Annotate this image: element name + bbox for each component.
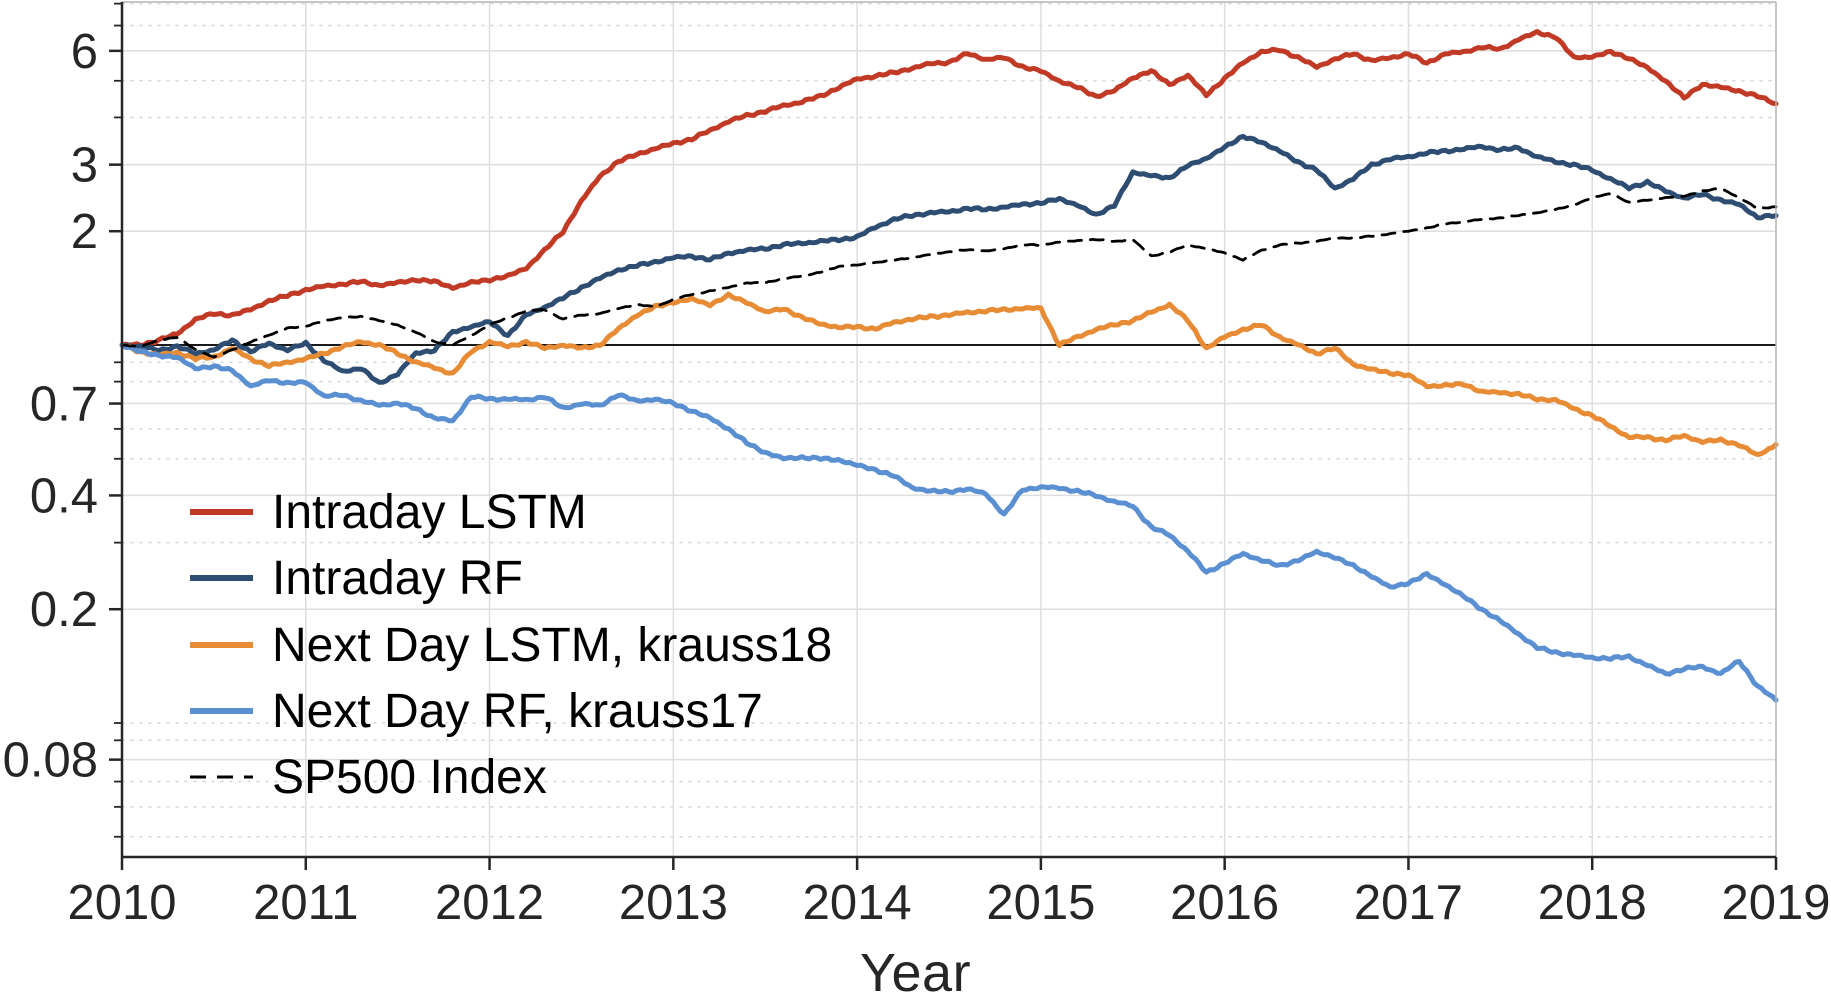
x-tick-label: 2016 xyxy=(1170,876,1279,930)
y-tick-label: 2 xyxy=(71,205,98,259)
x-tick-label: 2015 xyxy=(986,876,1095,930)
x-tick-label: 2014 xyxy=(803,876,912,930)
series-line-next-day-rf-krauss17 xyxy=(119,342,1779,703)
x-tick-label: 2010 xyxy=(67,876,176,930)
series-line-next-day-lstm-krauss18 xyxy=(119,291,1779,458)
y-tick-label: 0.2 xyxy=(30,583,98,637)
legend-label-1: Intraday LSTM xyxy=(272,486,587,539)
series-line-sp500-index xyxy=(120,187,1778,359)
legend-label-3: Next Day LSTM, krauss18 xyxy=(272,619,832,672)
x-tick-label: 2011 xyxy=(253,876,358,930)
x-tick-label: 2019 xyxy=(1721,876,1830,930)
series-line-intraday-rf xyxy=(119,133,1779,385)
x-tick-label: 2018 xyxy=(1538,876,1647,930)
y-tick-label: 0.4 xyxy=(30,469,98,523)
x-tick-label: 2012 xyxy=(435,876,544,930)
y-tick-label: 6 xyxy=(71,25,98,79)
series-line-intraday-lstm xyxy=(119,29,1779,348)
legend-label-4: Next Day RF, krauss17 xyxy=(272,685,763,738)
y-tick-label: 3 xyxy=(71,139,98,193)
y-tick-label: 0.08 xyxy=(3,734,98,788)
x-tick-label: 2017 xyxy=(1354,876,1463,930)
x-axis-title: Year xyxy=(859,943,972,1000)
x-tick-label: 2013 xyxy=(619,876,728,930)
legend-label-5: SP500 Index xyxy=(272,751,547,804)
legend-label-2: Intraday RF xyxy=(272,552,523,605)
y-tick-label: 0.7 xyxy=(30,378,98,432)
